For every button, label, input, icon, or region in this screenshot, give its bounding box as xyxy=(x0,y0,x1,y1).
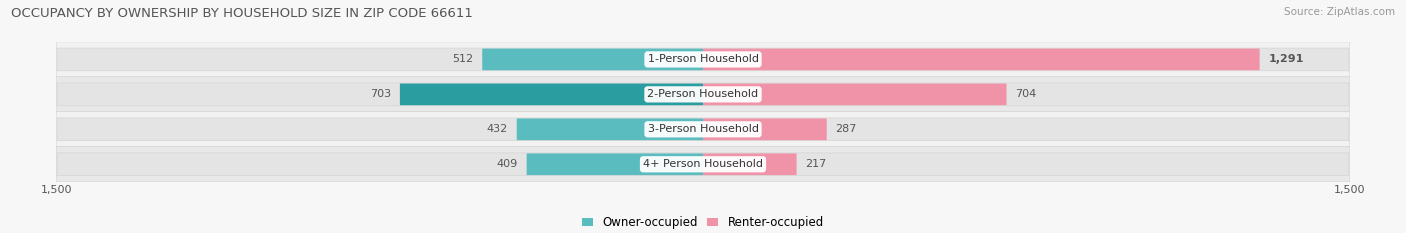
FancyBboxPatch shape xyxy=(56,112,1350,147)
FancyBboxPatch shape xyxy=(703,49,1260,70)
FancyBboxPatch shape xyxy=(58,118,1348,141)
FancyBboxPatch shape xyxy=(703,154,797,175)
Text: 409: 409 xyxy=(496,159,517,169)
FancyBboxPatch shape xyxy=(703,118,827,140)
FancyBboxPatch shape xyxy=(56,42,1350,77)
Text: 3-Person Household: 3-Person Household xyxy=(648,124,758,134)
FancyBboxPatch shape xyxy=(58,153,1348,176)
Text: 1-Person Household: 1-Person Household xyxy=(648,55,758,64)
Legend: Owner-occupied, Renter-occupied: Owner-occupied, Renter-occupied xyxy=(582,216,824,229)
Text: 703: 703 xyxy=(370,89,391,99)
FancyBboxPatch shape xyxy=(482,49,703,70)
Text: OCCUPANCY BY OWNERSHIP BY HOUSEHOLD SIZE IN ZIP CODE 66611: OCCUPANCY BY OWNERSHIP BY HOUSEHOLD SIZE… xyxy=(11,7,474,20)
FancyBboxPatch shape xyxy=(703,84,1007,105)
FancyBboxPatch shape xyxy=(517,118,703,140)
FancyBboxPatch shape xyxy=(58,83,1348,106)
Text: 4+ Person Household: 4+ Person Household xyxy=(643,159,763,169)
Text: 704: 704 xyxy=(1015,89,1036,99)
Text: 512: 512 xyxy=(453,55,474,64)
FancyBboxPatch shape xyxy=(56,77,1350,112)
Text: 217: 217 xyxy=(806,159,827,169)
Text: 1,291: 1,291 xyxy=(1268,55,1303,64)
Text: 2-Person Household: 2-Person Household xyxy=(647,89,759,99)
Text: 287: 287 xyxy=(835,124,856,134)
FancyBboxPatch shape xyxy=(399,84,703,105)
FancyBboxPatch shape xyxy=(58,48,1348,71)
FancyBboxPatch shape xyxy=(527,154,703,175)
Text: 432: 432 xyxy=(486,124,508,134)
Text: Source: ZipAtlas.com: Source: ZipAtlas.com xyxy=(1284,7,1395,17)
FancyBboxPatch shape xyxy=(56,147,1350,182)
